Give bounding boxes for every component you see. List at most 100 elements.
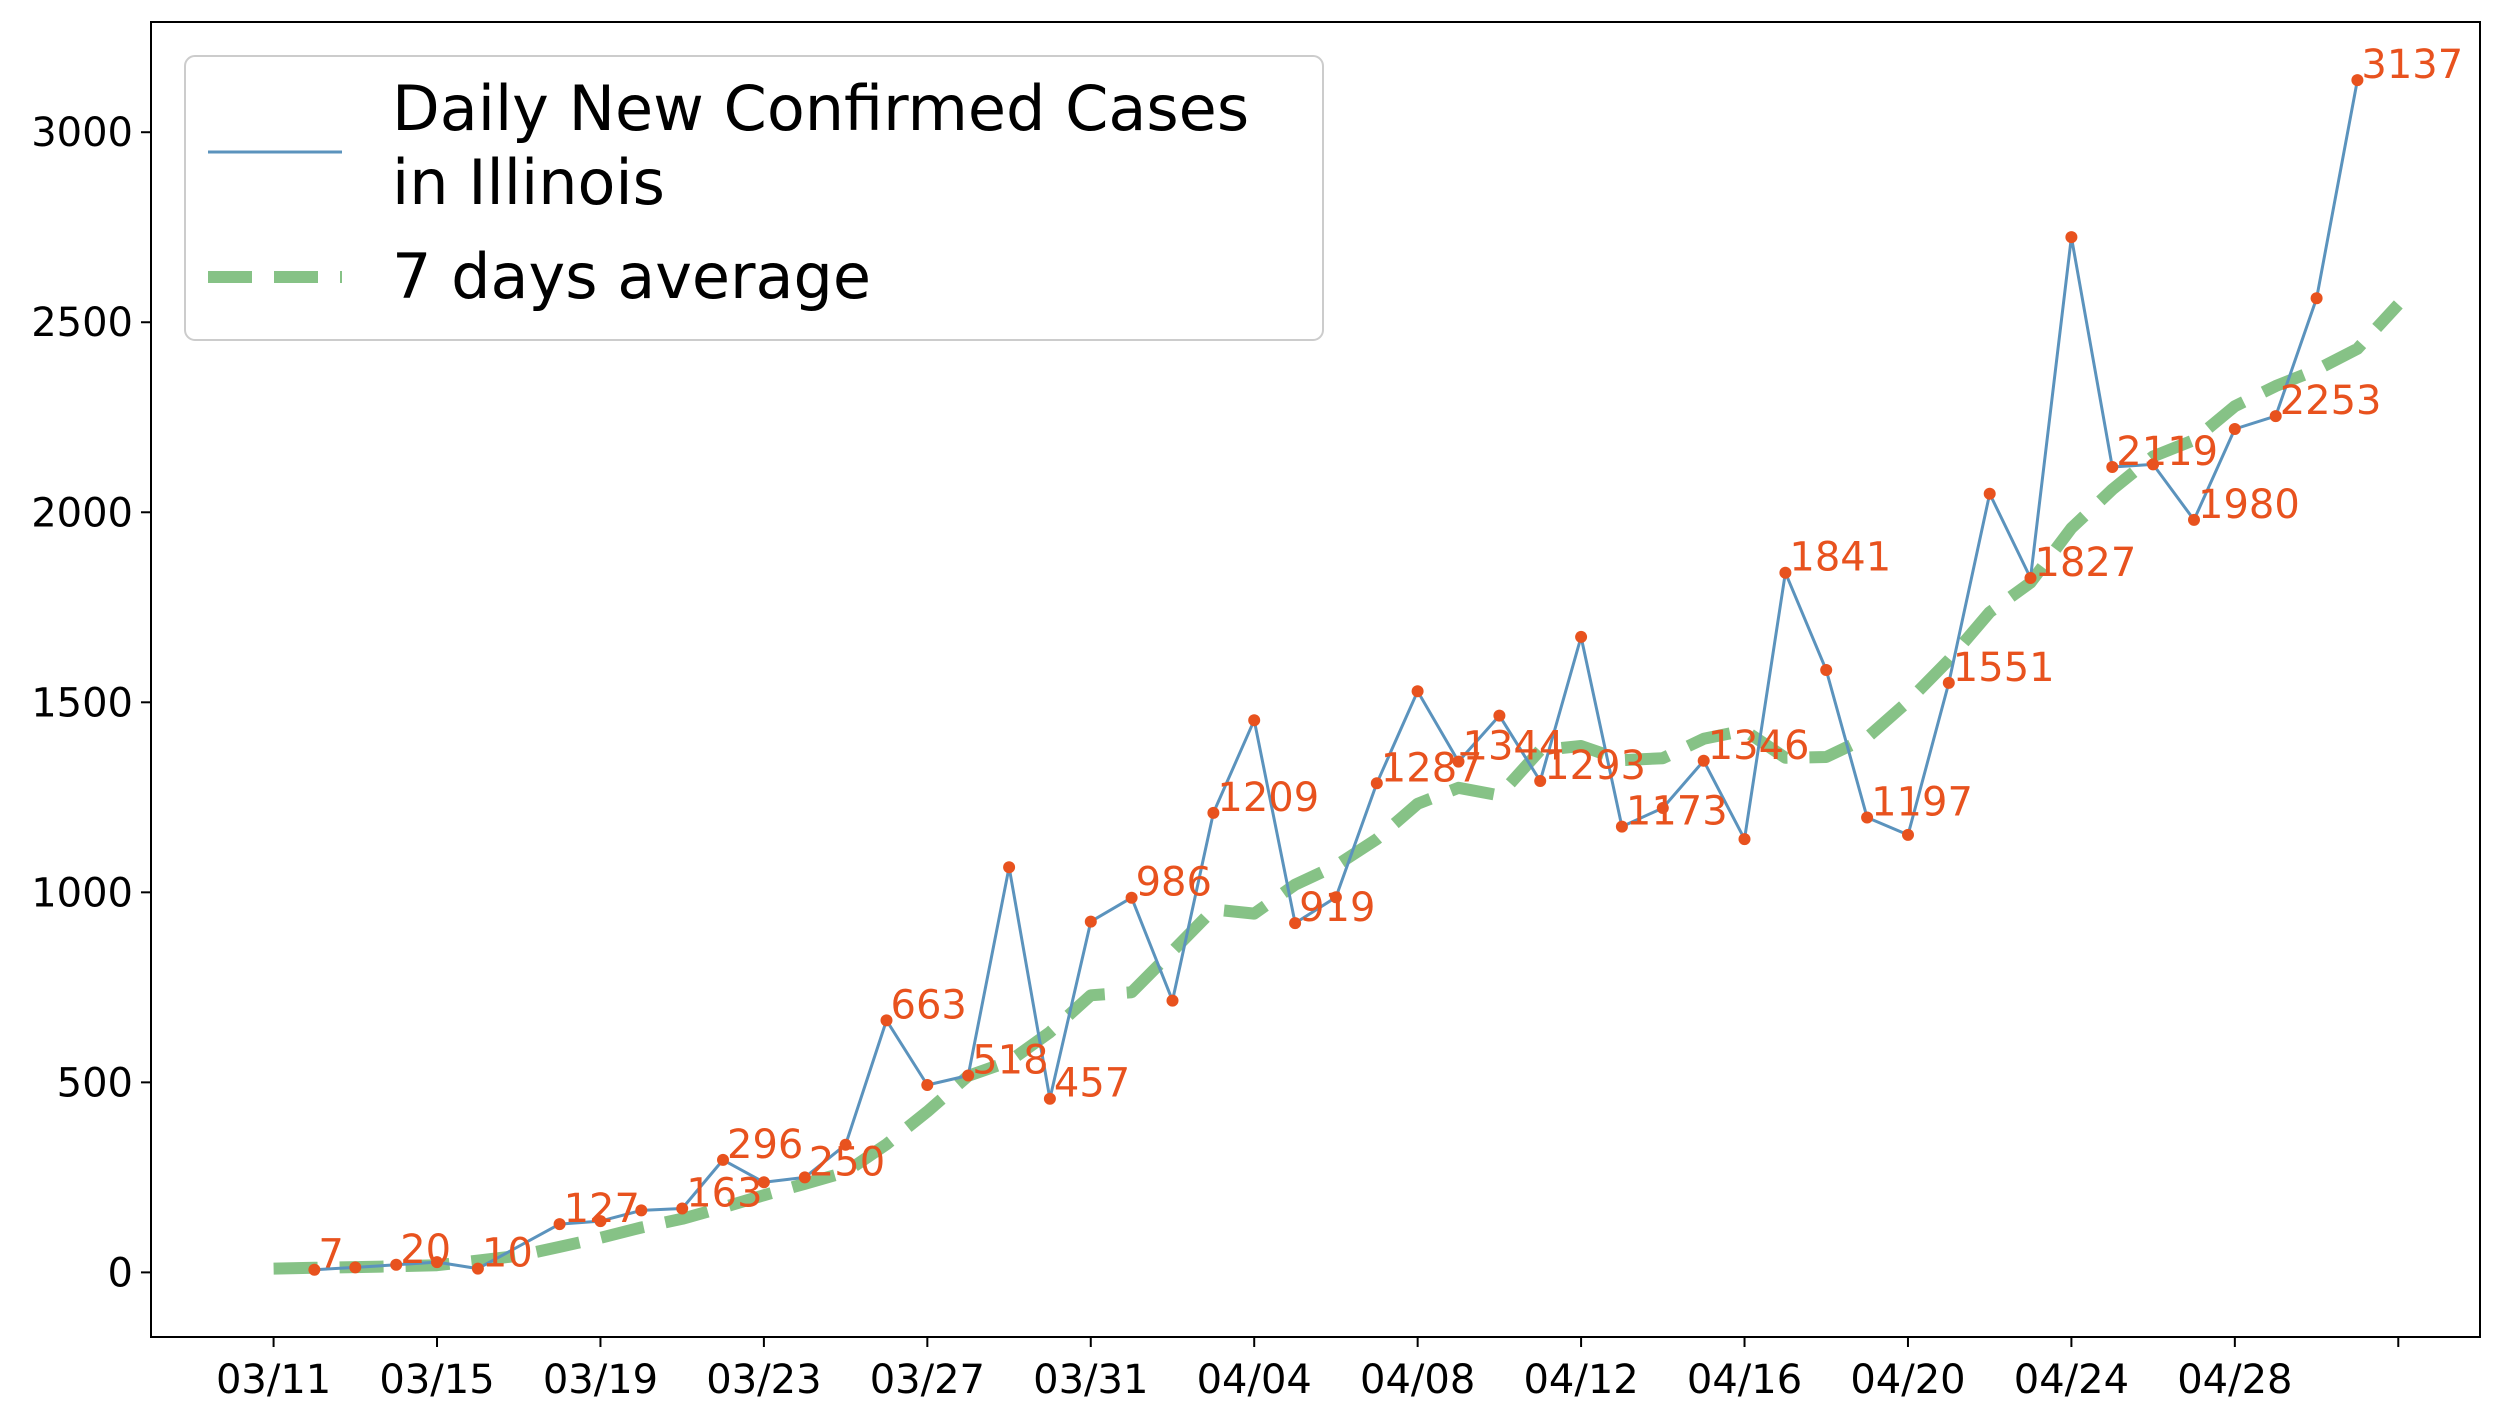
data-point <box>1493 709 1506 722</box>
x-tick-label: 04/12 <box>1523 1357 1638 1403</box>
data-label: 127 <box>564 1186 640 1232</box>
data-label: 1827 <box>2035 540 2137 586</box>
legend-daily-label-line1: Daily New Confirmed Cases <box>392 72 1249 145</box>
data-point <box>1207 806 1220 819</box>
legend-average-label: 7 days average <box>392 240 871 313</box>
data-label: 663 <box>891 982 967 1028</box>
data-label: 1346 <box>1708 723 1810 769</box>
data-point <box>1248 714 1261 727</box>
data-point <box>471 1262 484 1275</box>
data-label: 1841 <box>1789 535 1891 581</box>
x-tick-label: 04/16 <box>1687 1357 1802 1403</box>
x-tick-label: 04/24 <box>2014 1357 2129 1403</box>
x-tick-label: 03/11 <box>216 1357 331 1403</box>
data-point <box>1043 1092 1056 1105</box>
data-label: 20 <box>400 1227 451 1273</box>
data-point <box>2228 423 2241 435</box>
data-point <box>839 1138 852 1151</box>
data-label: 1344 <box>1463 724 1565 770</box>
data-point <box>349 1261 362 1274</box>
y-tick-label: 1000 <box>31 870 133 916</box>
y-tick-label: 0 <box>108 1250 133 1296</box>
series-layer <box>273 79 2403 1275</box>
data-label: 1293 <box>1544 743 1646 789</box>
data-point <box>2269 410 2282 423</box>
data-label: 1287 <box>1381 745 1483 791</box>
data-point <box>1983 487 1996 500</box>
x-axis: 03/11 03/15 03/19 03/23 03/27 03/31 04/04 04/08… <box>216 1337 2400 1403</box>
data-point <box>880 1014 893 1027</box>
data-point <box>635 1204 648 1217</box>
legend-box <box>184 55 1324 341</box>
data-label: 3137 <box>2361 42 2463 88</box>
data-point <box>798 1171 811 1184</box>
data-point <box>1125 891 1138 904</box>
data-point <box>1370 777 1383 790</box>
data-point <box>1003 861 1016 874</box>
data-point <box>1329 891 1342 904</box>
data-point <box>1942 676 1955 689</box>
legend: Daily New Confirmed Cases in Illinois 7 … <box>184 55 1324 341</box>
data-point <box>1615 820 1628 833</box>
data-point <box>1820 664 1833 676</box>
data-point <box>390 1258 403 1271</box>
y-tick-label: 3000 <box>31 110 133 156</box>
data-point <box>717 1153 729 1166</box>
data-label: 457 <box>1054 1061 1130 1107</box>
data-point <box>2188 513 2200 526</box>
data-point <box>1779 566 1792 579</box>
data-label: 1197 <box>1871 780 1973 826</box>
markers-layer <box>308 74 2364 1276</box>
data-point <box>1534 775 1547 787</box>
x-tick-label: 04/20 <box>1850 1357 1965 1403</box>
data-point <box>921 1079 934 1091</box>
data-point <box>1084 915 1097 928</box>
data-point <box>1861 811 1874 824</box>
data-point <box>2351 74 2364 87</box>
data-label: 1209 <box>1217 775 1319 821</box>
x-tick-label: 03/31 <box>1033 1357 1148 1403</box>
data-point <box>1166 994 1179 1007</box>
data-label: 163 <box>686 1171 762 1217</box>
data-point <box>1902 828 1914 841</box>
x-tick-label: 03/19 <box>543 1357 658 1403</box>
series-line-7-day-average <box>273 300 2403 1275</box>
data-point <box>431 1256 443 1269</box>
data-point <box>2024 572 2037 584</box>
data-point <box>1656 802 1669 814</box>
y-tick-label: 1500 <box>31 680 133 726</box>
x-tick-label: 04/28 <box>2177 1357 2292 1403</box>
x-tick-label: 03/23 <box>706 1357 821 1403</box>
data-label: 250 <box>809 1139 885 1185</box>
data-point <box>1697 754 1710 767</box>
data-label: 518 <box>972 1038 1048 1084</box>
data-label: 919 <box>1299 885 1375 931</box>
data-point <box>1738 833 1751 846</box>
data-label: 1173 <box>1626 789 1728 835</box>
data-point <box>553 1218 566 1231</box>
data-point <box>308 1263 321 1276</box>
data-label: 2253 <box>2280 378 2382 424</box>
legend-daily-label-line2: in Illinois <box>392 146 665 219</box>
data-label: 7 <box>318 1232 343 1278</box>
data-label: 2119 <box>2116 429 2218 475</box>
y-axis: 0 500 1000 1500 2000 2500 3000 <box>31 110 151 1296</box>
data-point <box>1575 630 1588 643</box>
data-point <box>962 1069 975 1082</box>
data-label: 10 <box>482 1231 533 1277</box>
data-point <box>1411 685 1424 698</box>
y-tick-label: 2000 <box>31 490 133 536</box>
data-point <box>594 1215 607 1228</box>
data-label: 986 <box>1136 860 1212 906</box>
data-point <box>2310 292 2323 305</box>
data-point <box>1289 917 1302 930</box>
data-label: 1980 <box>2198 482 2300 528</box>
data-label: 1551 <box>1953 645 2055 691</box>
data-point <box>2065 231 2078 244</box>
data-label: 296 <box>727 1122 803 1168</box>
data-point <box>2147 458 2160 471</box>
x-tick-label: 04/08 <box>1360 1357 1475 1403</box>
data-point <box>676 1202 689 1215</box>
